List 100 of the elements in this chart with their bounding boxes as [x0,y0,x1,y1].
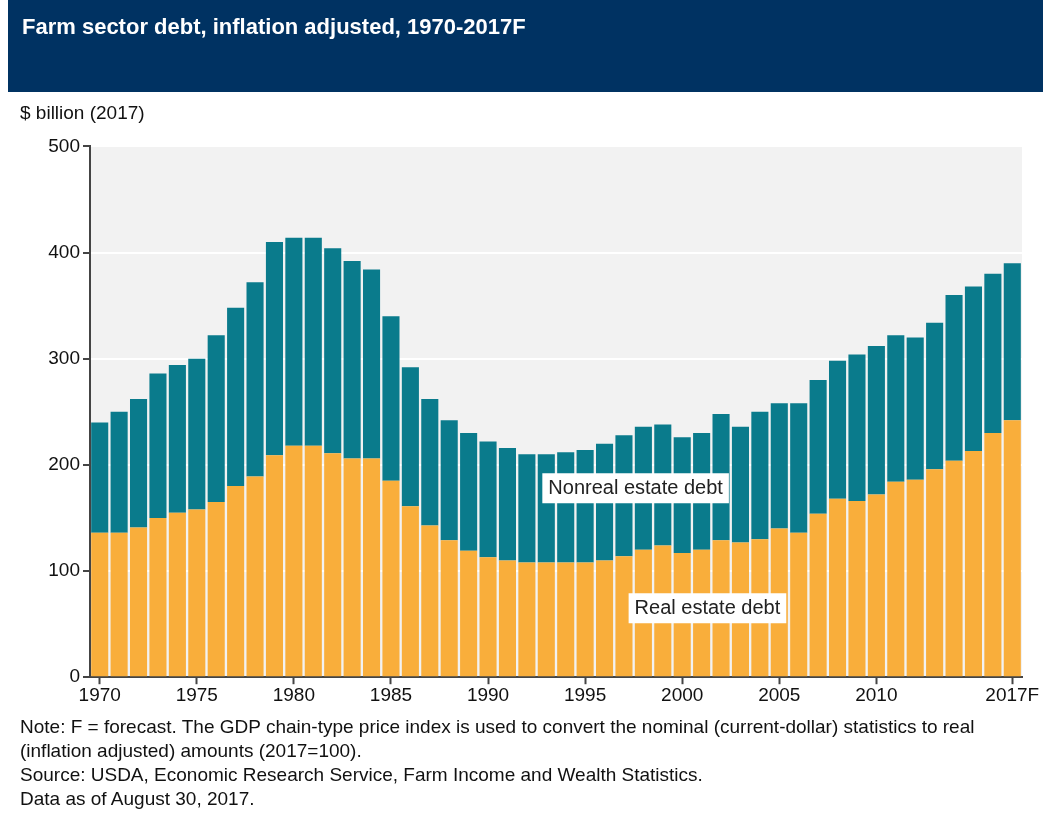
bar [731,426,749,543]
bar [421,399,439,526]
bar [285,445,303,677]
bar [227,486,245,677]
bar [460,550,478,677]
bar [363,458,381,677]
series-label: Real estate debt [634,595,781,618]
bar [809,379,827,514]
y-tick-label: 100 [48,559,80,581]
y-tick-label: 200 [48,453,80,475]
bar [207,335,225,503]
bar [1003,263,1021,421]
bar [110,532,128,677]
bar [130,527,148,677]
bar [887,481,905,677]
bar [149,517,167,677]
x-tick-label: 1975 [175,683,218,705]
bar [829,498,847,677]
bar [188,358,206,510]
bar [906,337,924,480]
bar [945,295,963,461]
bar [324,248,342,454]
y-axis-title: $ billion (2017) [20,102,145,124]
bar [343,261,361,459]
bar [401,506,419,677]
bar [829,360,847,499]
bar [790,403,808,533]
bar [964,286,982,452]
bar [906,479,924,677]
bar [324,453,342,677]
bar [498,560,516,677]
bar [984,273,1002,434]
bar [285,237,303,446]
bar [848,500,866,677]
bar [809,513,827,677]
bar [596,560,614,677]
bar [401,367,419,507]
bar [537,562,555,677]
bar [168,512,186,677]
bar [265,455,283,677]
y-tick-label: 400 [48,240,80,262]
bar [421,525,439,677]
bar [91,422,109,533]
bar [168,365,186,513]
bar [363,269,381,459]
bar [926,322,944,470]
bar [867,345,885,495]
x-tick-label: 1980 [272,683,316,705]
source-note: Source: USDA, Economic Research Service, Farm Income and Wealth Statistics. [20,763,704,787]
bar [887,335,905,482]
y-tick-label: 300 [48,346,80,368]
y-tick-label: 0 [69,665,80,687]
series-label: Nonreal estate debt [548,475,724,498]
bar [479,441,497,558]
x-tick-label: 2017F [985,683,1040,705]
chart-title: Farm sector debt, inflation adjusted, 1970-2017F [8,0,1043,92]
bar [130,399,148,528]
bar [382,480,400,677]
text: Data as of August 30, 2017. [20,787,256,811]
bar [770,403,788,529]
x-tick-label: 1985 [369,683,413,705]
bar [518,562,536,677]
bar [984,433,1002,677]
text: Note: F = forecast. The GDP chain-type price index is used to convert the nominal (current-dollar) statistics to real (inflation adjusted) amounts (2017=100). [20,715,976,763]
bar [945,460,963,677]
bar [265,241,283,456]
bar [382,316,400,481]
x-tick-label: 1995 [563,683,607,705]
bar [246,282,264,477]
bar [227,307,245,487]
bar [91,532,109,677]
bar [343,458,361,677]
bar [926,469,944,677]
bar [440,540,458,677]
bar [790,532,808,677]
bar [304,445,322,677]
bar [440,420,458,541]
bar [149,373,167,518]
y-tick-label: 500 [48,134,80,156]
bar [867,494,885,677]
bar [110,411,128,533]
bar [751,411,769,540]
bar [304,237,322,446]
x-tick-label: 2010 [855,683,898,705]
bar [479,557,497,677]
x-tick-label: 1970 [78,683,121,705]
bar [557,562,575,677]
x-tick-label: 1990 [466,683,510,705]
x-tick-label: 2000 [661,683,704,705]
bar [615,556,633,677]
bar [498,447,516,561]
bar [188,509,206,677]
bar [518,454,536,563]
bar [460,433,478,551]
x-tick-label: 2005 [758,683,801,705]
bar [207,502,225,677]
bar [246,476,264,677]
bar [576,562,594,677]
bar [1003,420,1021,677]
bar [964,451,982,677]
